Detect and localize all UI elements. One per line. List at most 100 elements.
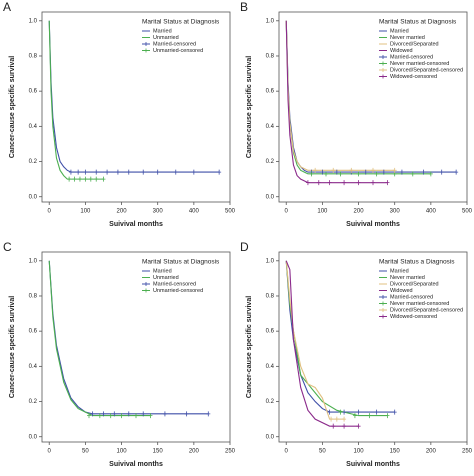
x-tick-label: 250 [462, 449, 473, 455]
x-tick-label: 0 [48, 209, 52, 215]
censor-mark [67, 176, 72, 182]
survival-line [285, 260, 395, 413]
censor-mark [410, 171, 415, 177]
x-axis-label: Suivival months [109, 221, 163, 228]
censor-mark [313, 167, 318, 173]
censor-mark [88, 176, 93, 182]
y-tick-label: 0.2 [29, 159, 38, 165]
legend-label: Widowed [390, 48, 413, 54]
legend-title: Marital Status at Diagnosis [379, 19, 457, 26]
x-tick-label: 100 [354, 449, 365, 455]
legend-label: Married [153, 28, 172, 34]
censor-mark [439, 169, 444, 175]
censor-mark [385, 180, 390, 186]
censor-mark [363, 169, 368, 175]
censor-mark [112, 411, 117, 417]
censor-mark [134, 413, 138, 419]
censor-mark [115, 169, 120, 175]
x-tick-label: 500 [462, 209, 473, 215]
y-tick-label: 1.0 [29, 258, 38, 264]
censor-mark [334, 416, 339, 422]
x-tick-label: 300 [153, 209, 164, 215]
x-axis-label: Suivival months [109, 461, 163, 468]
y-tick-label: 0.2 [29, 399, 38, 405]
y-axis-label: Cancer-cause specific survival [9, 296, 16, 398]
legend-label: Never married-censored [390, 301, 449, 307]
y-tick-label: 0.4 [266, 364, 275, 370]
censor-mark [331, 167, 336, 173]
censor-mark [367, 413, 372, 419]
survival-line [48, 20, 104, 180]
censor-mark [356, 423, 361, 429]
censor-mark [428, 171, 433, 177]
legend-title: Marital Status a Diagnosis [379, 259, 455, 266]
censor-mark [342, 180, 347, 186]
legend-label: Divorced/Separated [390, 41, 439, 47]
survival-line [285, 20, 388, 184]
censor-mark [342, 423, 347, 429]
survival-line [285, 260, 359, 427]
y-tick-label: 0.2 [266, 399, 275, 405]
censor-mark [334, 169, 339, 175]
censor-mark [83, 169, 88, 175]
legend-label: Unmarried [153, 275, 179, 281]
y-tick-label: 0.6 [29, 329, 38, 335]
x-tick-label: 0 [285, 209, 289, 215]
plot-frame [278, 251, 468, 443]
legend-label: Married [153, 268, 172, 274]
y-tick-label: 0.6 [266, 329, 275, 335]
y-tick-label: 0.4 [266, 124, 275, 130]
plot-frame [41, 251, 231, 443]
censor-mark [101, 411, 106, 417]
x-tick-label: 100 [117, 449, 128, 455]
y-tick-label: 0.0 [266, 434, 275, 440]
x-tick-label: 150 [153, 449, 164, 455]
x-tick-label: 0 [48, 449, 52, 455]
legend-label: Divorced/Separated-censored [390, 307, 463, 313]
x-tick-label: 200 [117, 209, 128, 215]
censor-mark [206, 411, 211, 417]
censor-mark [119, 413, 124, 419]
legend-label: Divorced/Separated-censored [390, 67, 463, 73]
censor-mark [126, 411, 131, 417]
y-tick-label: 0.8 [29, 294, 38, 300]
censor-mark [83, 176, 88, 182]
x-tick-label: 300 [390, 209, 401, 215]
censor-mark [309, 171, 314, 177]
censor-mark [327, 180, 332, 186]
survival-line [285, 20, 395, 171]
x-tick-label: 400 [426, 209, 437, 215]
censor-mark [399, 169, 404, 175]
legend-label: Widowed-censored [390, 314, 437, 320]
censor-mark [90, 411, 95, 417]
legend-label: Divorced/Separated [390, 281, 439, 287]
censor-mark [338, 171, 343, 177]
x-tick-label: 0 [285, 449, 289, 455]
x-tick-label: 200 [426, 449, 437, 455]
censor-mark [320, 169, 325, 175]
censor-mark [162, 411, 167, 417]
legend-label: Married [390, 268, 409, 274]
censor-mark [374, 409, 379, 415]
censor-mark [217, 169, 222, 175]
censor-mark [305, 180, 310, 186]
censor-mark [105, 169, 110, 175]
x-tick-label: 250 [225, 449, 236, 455]
censor-mark [108, 413, 113, 419]
y-tick-label: 1.0 [266, 18, 275, 24]
panel-label: A [3, 0, 11, 14]
censor-mark [141, 169, 146, 175]
censor-mark [338, 409, 343, 415]
x-axis-label: Suivival months [346, 461, 400, 468]
censor-mark [342, 409, 347, 415]
y-tick-label: 0.0 [29, 434, 38, 440]
y-tick-label: 0.8 [266, 54, 275, 60]
censor-mark [126, 169, 131, 175]
censor-mark [72, 176, 77, 182]
legend-label: Unmarried-censored [153, 48, 203, 54]
y-axis-label: Cancer-cause specific survival [246, 56, 253, 158]
legend-label: Married-censored [153, 281, 196, 287]
censor-mark [381, 169, 386, 175]
y-tick-label: 0.4 [29, 364, 38, 370]
y-axis-label: Cancer-cause specific survival [246, 296, 253, 398]
